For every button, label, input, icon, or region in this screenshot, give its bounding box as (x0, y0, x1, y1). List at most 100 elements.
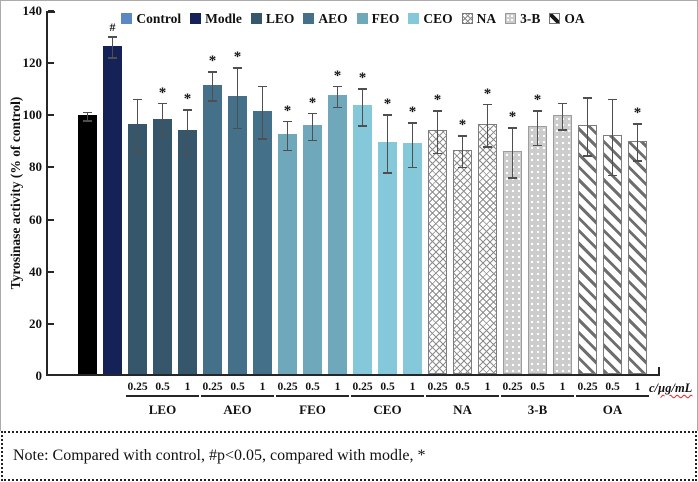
legend-swatch-CEO (408, 13, 420, 25)
legend-swatch-Control (121, 13, 133, 25)
legend-swatch-NA (461, 13, 473, 25)
error-bar (586, 98, 589, 156)
sig-marker-FEO-1: * (333, 67, 342, 84)
group-underline-OA (576, 395, 649, 397)
bar-OA-0.5 (603, 135, 622, 374)
error-cap-bottom (583, 155, 592, 157)
bar-LEO-0.5 (153, 118, 172, 374)
bar-FEO-0.5 (303, 125, 322, 374)
y-tick-label-0: 0 (35, 368, 43, 383)
legend-item-NA: NA (461, 12, 496, 26)
error-bar (561, 103, 564, 130)
legend-label-Modle: Modle (205, 11, 242, 26)
error-cap-bottom (383, 172, 392, 174)
group-label-AEO: AEO (223, 402, 252, 417)
group-underline-CEO (351, 395, 424, 397)
bar-CEO-1 (403, 143, 422, 374)
error-cap-bottom (508, 177, 517, 179)
group-label-OA: OA (602, 402, 623, 417)
error-cap-top (183, 109, 192, 111)
error-bar (636, 124, 639, 161)
error-bar (236, 68, 239, 129)
error-cap-top (308, 112, 317, 115)
conc-label: 1 (409, 381, 416, 393)
sig-marker-3-B-0.25: * (508, 109, 517, 126)
error-bar (261, 86, 264, 139)
y-tick-label-80: 80 (29, 159, 42, 175)
error-cap-top (458, 135, 467, 137)
legend-item-3-B: 3-B (505, 12, 540, 26)
legend-item-Control: Control (121, 12, 181, 26)
sig-marker-FEO-0.5: * (308, 94, 317, 111)
error-cap-top (433, 110, 442, 112)
bar-LEO-0.25 (128, 123, 147, 374)
legend-swatch-Modle (190, 13, 202, 25)
sig-marker-NA-1: * (483, 85, 492, 102)
error-cap-top (383, 114, 392, 116)
error-bar (536, 111, 539, 146)
conc-label: 0.5 (455, 381, 470, 393)
error-cap-bottom (483, 146, 492, 148)
legend-item-OA: OA (549, 11, 585, 26)
bar-AEO-0.5 (228, 96, 247, 374)
conc-label: 1 (559, 381, 566, 393)
x-axis-end-cap (658, 367, 660, 374)
note-text: Note: Compared with control, #p<0.05, co… (13, 447, 426, 464)
error-cap-top (108, 36, 117, 38)
conc-label: 0.5 (605, 381, 620, 393)
legend-item-CEO: CEO (408, 11, 453, 26)
error-cap-top (333, 85, 342, 88)
conc-label: 1 (259, 381, 266, 393)
bar-3-B-1 (553, 114, 572, 374)
error-cap-bottom (333, 106, 342, 109)
sig-marker-LEO-1: * (183, 91, 192, 108)
conc-label: 0.25 (502, 381, 523, 393)
error-bar (411, 123, 414, 168)
conc-label: 0.25 (127, 381, 148, 393)
error-bar (161, 103, 164, 138)
error-cap-top (283, 120, 292, 123)
y-tick-label-140: 140 (22, 3, 43, 18)
conc-label: 0.5 (305, 381, 320, 393)
legend-label-OA: OA (564, 11, 585, 26)
group-label-3-B: 3-B (527, 402, 548, 417)
sig-marker-3-B-0.5: * (533, 92, 542, 109)
group-label-FEO: FEO (299, 402, 326, 417)
error-cap-bottom (533, 144, 542, 147)
conc-label: 0.5 (530, 381, 545, 393)
error-cap-top (558, 102, 567, 105)
error-cap-top (133, 98, 142, 101)
error-bar (436, 111, 439, 154)
bar-OA-0.25 (578, 125, 597, 374)
y-tick-120 (48, 62, 54, 65)
legend-label-CEO: CEO (423, 11, 453, 26)
error-cap-bottom (358, 125, 367, 127)
error-bar (461, 136, 464, 168)
y-tick-label-60: 60 (29, 211, 42, 227)
error-cap-bottom (458, 166, 467, 169)
chart-frame: Control Modle LEO AEO FEO CEO NA 3-B OA Tyrosina… (0, 0, 698, 431)
conc-label: 0.25 (202, 381, 223, 393)
error-cap-top (83, 111, 92, 114)
error-bar (186, 110, 189, 155)
bar-CEO-0.25 (353, 105, 372, 374)
sig-marker-CEO-0.25: * (358, 70, 367, 87)
error-cap-bottom (408, 166, 417, 169)
legend-item-FEO: FEO (356, 12, 399, 26)
error-cap-bottom (433, 152, 442, 155)
conc-label: 1 (634, 381, 641, 393)
error-cap-bottom (308, 139, 317, 142)
error-cap-bottom (158, 136, 167, 139)
y-tick-80 (48, 166, 54, 169)
error-cap-top (158, 102, 167, 105)
unit-suffix: µg/mL (658, 381, 693, 395)
y-tick-140 (48, 10, 54, 12)
group-underline-LEO (126, 395, 199, 397)
error-bar (211, 72, 214, 101)
error-bar (386, 115, 389, 173)
error-bar (486, 104, 489, 147)
sig-marker-AEO-0.25: * (208, 53, 217, 70)
bar-AEO-0.25 (203, 84, 222, 374)
note-box: Note: Compared with control, #p<0.05, co… (1, 431, 697, 481)
